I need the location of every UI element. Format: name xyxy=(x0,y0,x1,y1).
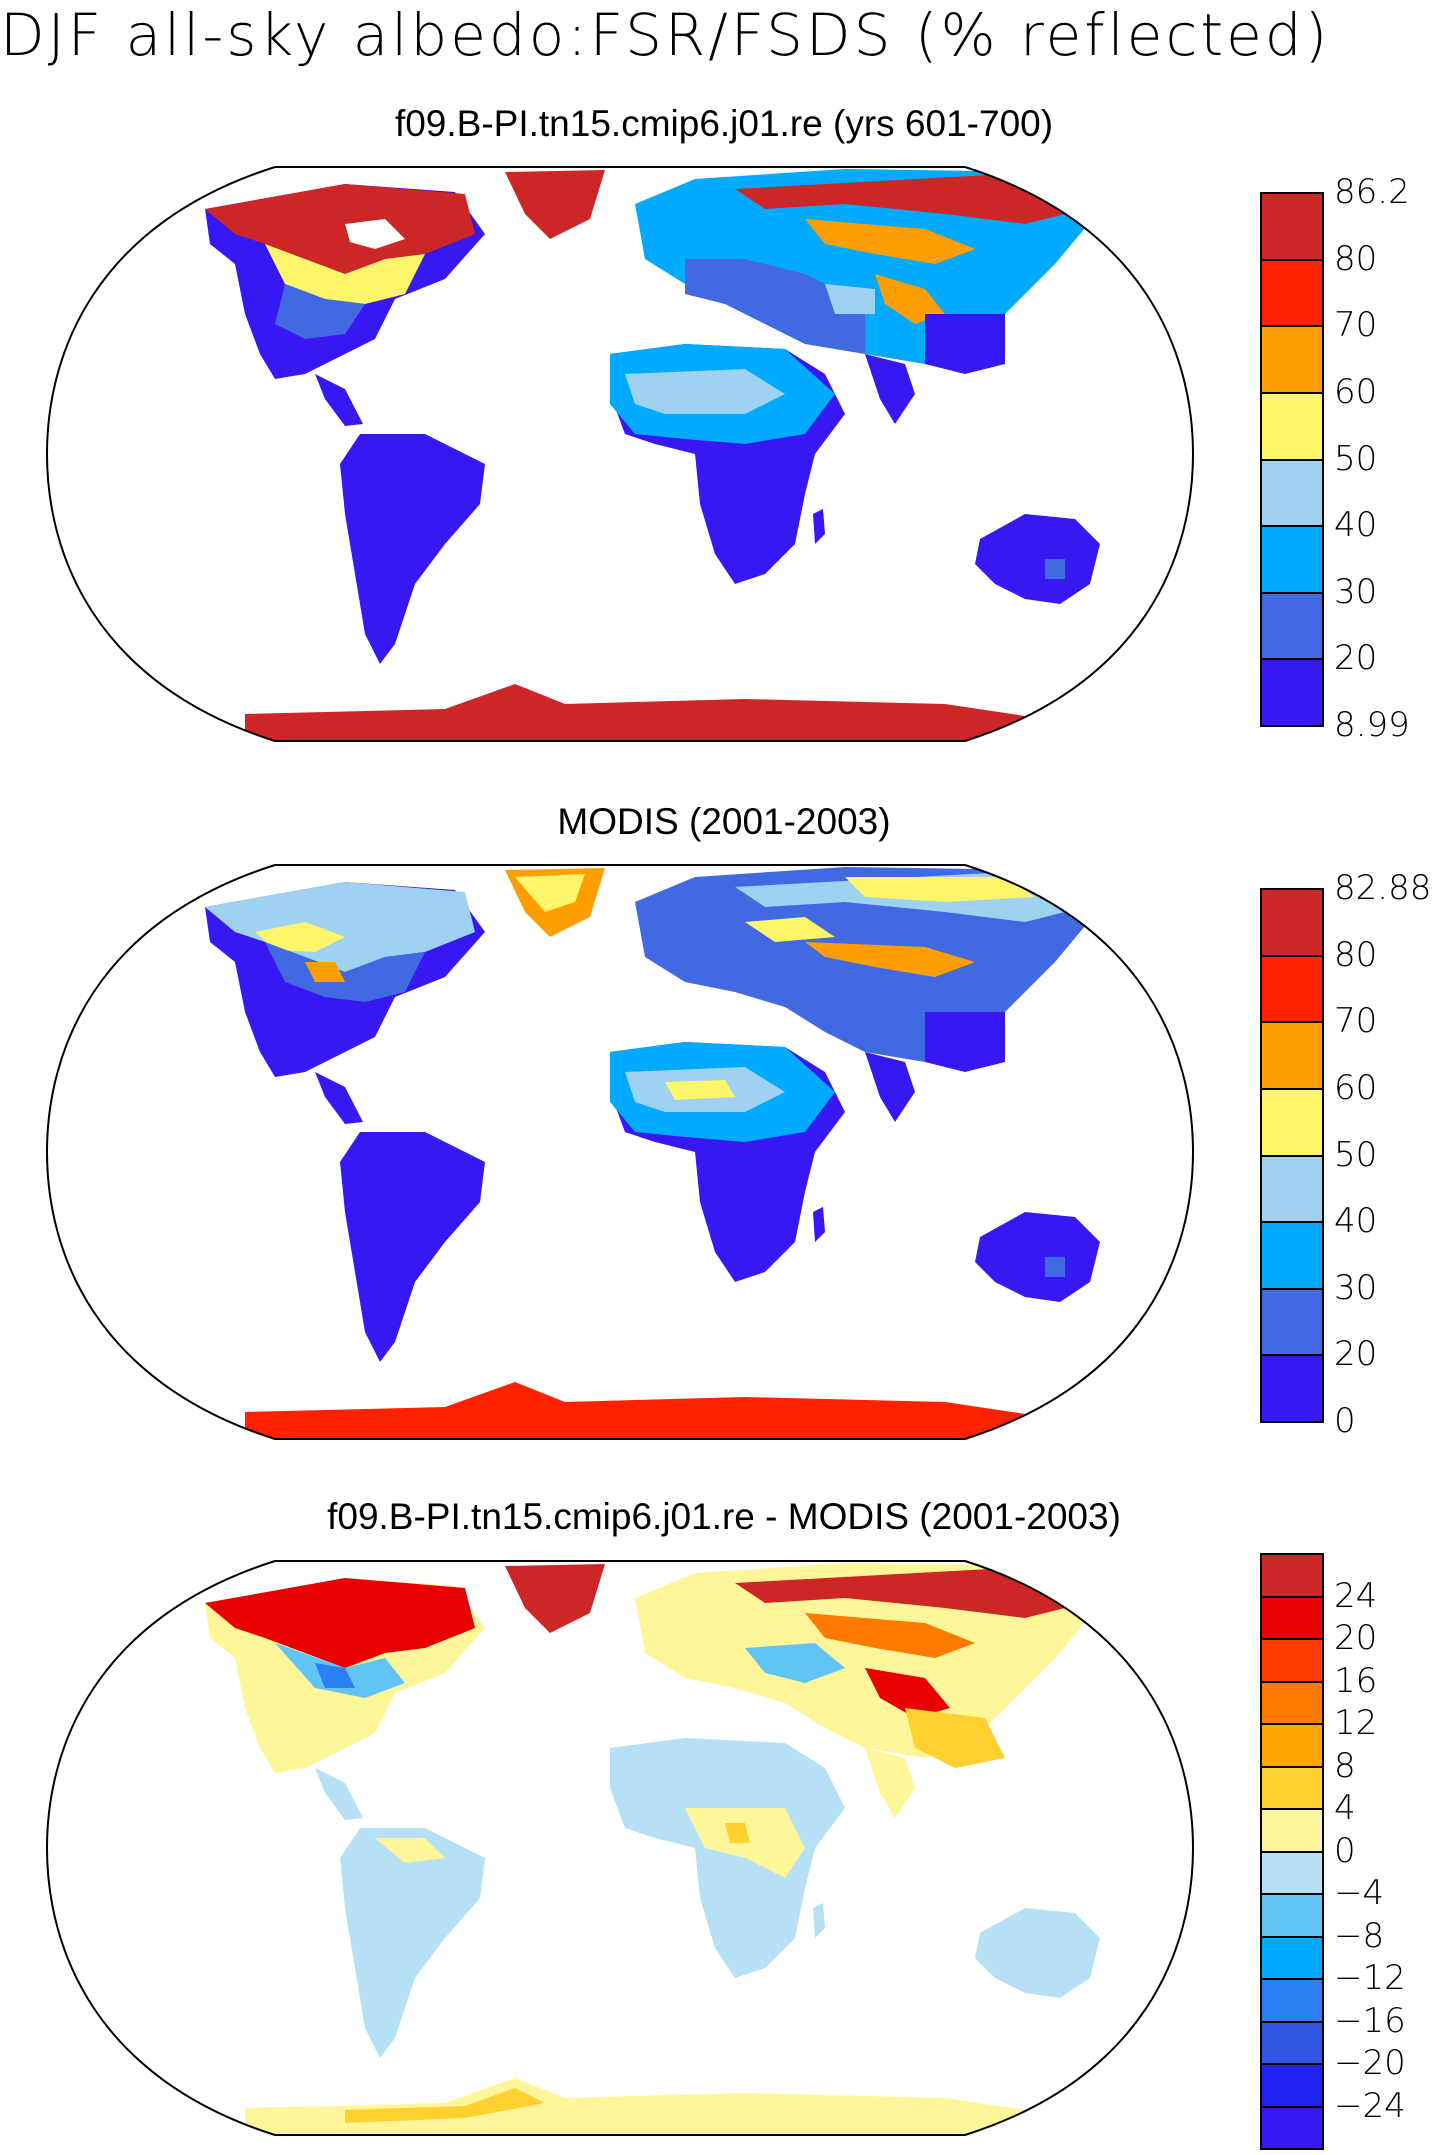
colorbar-label: −8 xyxy=(1334,1915,1385,1956)
colorbar-label: −4 xyxy=(1334,1873,1385,1913)
colorbar-label: −24 xyxy=(1334,2085,1406,2126)
colorbar-swatch xyxy=(1260,591,1324,661)
colorbar-label: 0 xyxy=(1334,1830,1356,1871)
panel-3-title: f09.B-PI.tn15.cmip6.j01.re - MODIS (2001… xyxy=(327,1496,1121,1537)
colorbar-label: 40 xyxy=(1334,505,1378,546)
colorbar-label: 80 xyxy=(1334,238,1378,279)
colorbar-swatch xyxy=(1260,1221,1324,1290)
colorbar-swatch xyxy=(1260,658,1324,727)
colorbar-label: 20 xyxy=(1334,1618,1378,1658)
figure-title: DJF all-sky albedo:FSR/FSDS (% reflected… xyxy=(0,1,1331,69)
colorbar-label: 0 xyxy=(1334,1401,1356,1441)
colorbar-label: 70 xyxy=(1334,305,1378,346)
colorbar-swatch xyxy=(1260,391,1324,461)
panel-2-colorbar xyxy=(1260,888,1324,1423)
colorbar-label: 8 xyxy=(1334,1745,1356,1786)
colorbar-label: 70 xyxy=(1334,1001,1378,1042)
colorbar-label: 24 xyxy=(1334,1575,1378,1616)
colorbar-label: 8.99 xyxy=(1334,705,1410,745)
colorbar-swatch xyxy=(1260,525,1324,594)
colorbar-swatch xyxy=(1260,1893,1324,1938)
colorbar-swatch xyxy=(1260,888,1324,957)
colorbar-label: 60 xyxy=(1334,371,1378,412)
colorbar-label: 20 xyxy=(1334,638,1378,679)
colorbar-swatch xyxy=(1260,192,1324,261)
colorbar-swatch xyxy=(1260,325,1324,394)
panel-1-title: f09.B-PI.tn15.cmip6.j01.re (yrs 601-700) xyxy=(394,103,1054,144)
panel-1-colorbar xyxy=(1260,192,1324,727)
colorbar-label: 40 xyxy=(1334,1201,1378,1242)
colorbar-label: 86.2 xyxy=(1334,172,1410,212)
colorbar-swatch xyxy=(1260,258,1324,328)
colorbar-swatch xyxy=(1260,1765,1324,1810)
colorbar-swatch xyxy=(1260,458,1324,528)
colorbar-swatch xyxy=(1260,2105,1324,2150)
colorbar-swatch xyxy=(1260,1978,1324,2023)
panel-1-map xyxy=(45,166,1195,742)
colorbar-label: 20 xyxy=(1334,1334,1378,1375)
panel-2-map xyxy=(45,864,1195,1440)
colorbar-swatch xyxy=(1260,1680,1324,1725)
colorbar-swatch xyxy=(1260,1287,1324,1357)
colorbar-label: 16 xyxy=(1334,1660,1378,1701)
colorbar-swatch xyxy=(1260,1595,1324,1640)
colorbar-swatch xyxy=(1260,954,1324,1024)
colorbar-swatch xyxy=(1260,1087,1324,1157)
colorbar-label: −16 xyxy=(1334,2000,1406,2041)
colorbar-swatch xyxy=(1260,1850,1324,1895)
colorbar-swatch xyxy=(1260,1154,1324,1224)
colorbar-swatch xyxy=(1260,2063,1324,2108)
colorbar-swatch xyxy=(1260,1935,1324,1980)
colorbar-swatch xyxy=(1260,1021,1324,1090)
colorbar-swatch xyxy=(1260,1553,1324,1598)
colorbar-label: 12 xyxy=(1334,1703,1378,1743)
colorbar-label: 60 xyxy=(1334,1067,1378,1108)
panel-3-colorbar xyxy=(1260,1553,1324,2150)
colorbar-label: 30 xyxy=(1334,571,1378,612)
colorbar-label: −12 xyxy=(1334,1958,1406,1998)
colorbar-label: 50 xyxy=(1334,438,1378,479)
colorbar-label: 30 xyxy=(1334,1267,1378,1308)
colorbar-label: −20 xyxy=(1334,2043,1406,2083)
colorbar-label: 50 xyxy=(1334,1134,1378,1175)
colorbar-swatch xyxy=(1260,2020,1324,2065)
colorbar-swatch xyxy=(1260,1354,1324,1423)
colorbar-label: 82.88 xyxy=(1334,868,1432,908)
colorbar-swatch xyxy=(1260,1638,1324,1683)
panel-3-map xyxy=(45,1560,1195,2136)
colorbar-label: 4 xyxy=(1334,1788,1356,1828)
colorbar-label: 80 xyxy=(1334,934,1378,975)
colorbar-swatch xyxy=(1260,1723,1324,1768)
panel-2-title: MODIS (2001-2003) xyxy=(557,801,891,842)
colorbar-swatch xyxy=(1260,1808,1324,1853)
